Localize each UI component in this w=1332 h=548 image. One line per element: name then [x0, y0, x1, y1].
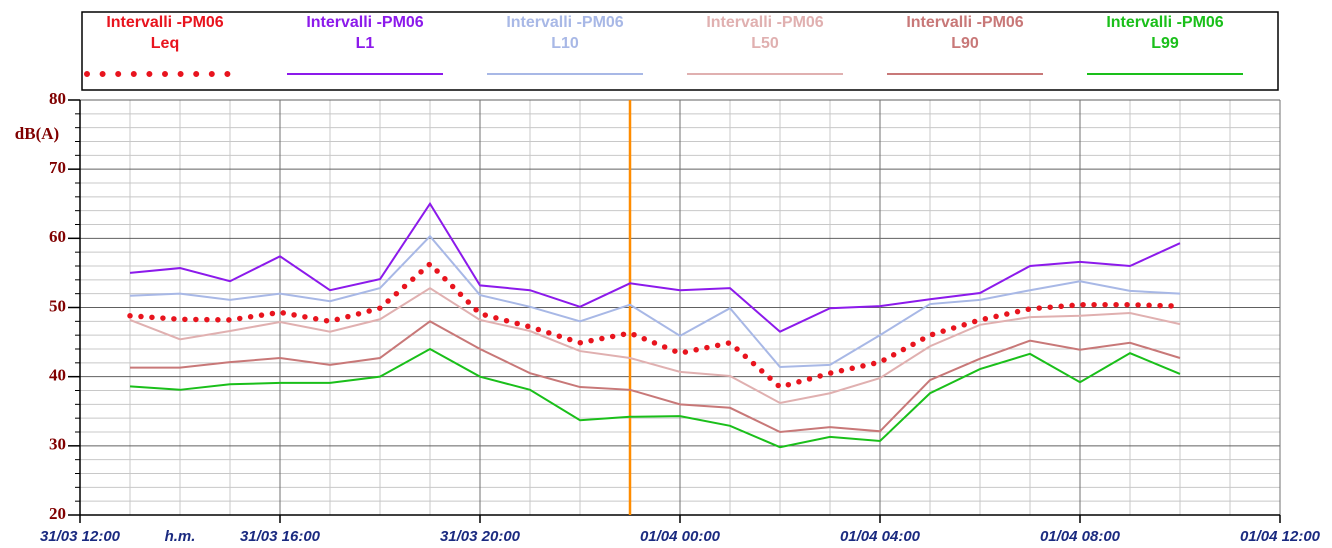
y-axis-label: dB(A)	[15, 124, 59, 143]
series-line	[129, 234, 1181, 369]
x-tick-label: 01/04 00:00	[640, 528, 721, 545]
legend-source: Intervalli -PM06	[906, 14, 1023, 31]
x-axis-label: h.m.	[165, 528, 196, 545]
series-line	[127, 260, 1183, 391]
y-tick-label: 80	[49, 89, 66, 108]
x-tick-label: 01/04 12:00	[1240, 528, 1321, 545]
x-tick-label: 01/04 08:00	[1040, 528, 1121, 545]
y-tick-label: 60	[49, 227, 66, 246]
x-tick-label: 01/04 04:00	[840, 528, 921, 545]
y-tick-label: 50	[49, 296, 66, 315]
y-tick-label: 70	[49, 158, 66, 177]
x-tick-label: 31/03 16:00	[240, 528, 321, 545]
legend-source: Intervalli -PM06	[306, 14, 423, 31]
legend-name: L1	[356, 35, 375, 52]
y-tick-label: 20	[49, 504, 66, 523]
legend-name: L90	[951, 35, 979, 52]
y-tick-label: 30	[49, 435, 66, 454]
legend-name: Leq	[151, 35, 179, 52]
series-line	[129, 347, 1181, 449]
legend-source: Intervalli -PM06	[706, 14, 823, 31]
legend-box	[81, 11, 1279, 91]
legend-name: L99	[1151, 35, 1179, 52]
series-line	[129, 201, 1181, 333]
series-line	[130, 320, 1181, 434]
legend-source: Intervalli -PM06	[1106, 14, 1223, 31]
y-tick-label: 40	[49, 366, 66, 385]
x-tick-label: 31/03 20:00	[440, 528, 521, 545]
x-tick-label: 31/03 12:00	[40, 528, 121, 545]
series-line	[129, 286, 1181, 404]
legend-name: L10	[551, 35, 579, 52]
legend-name: L50	[751, 35, 779, 52]
legend-source: Intervalli -PM06	[506, 14, 623, 31]
legend-source: Intervalli -PM06	[106, 14, 223, 31]
